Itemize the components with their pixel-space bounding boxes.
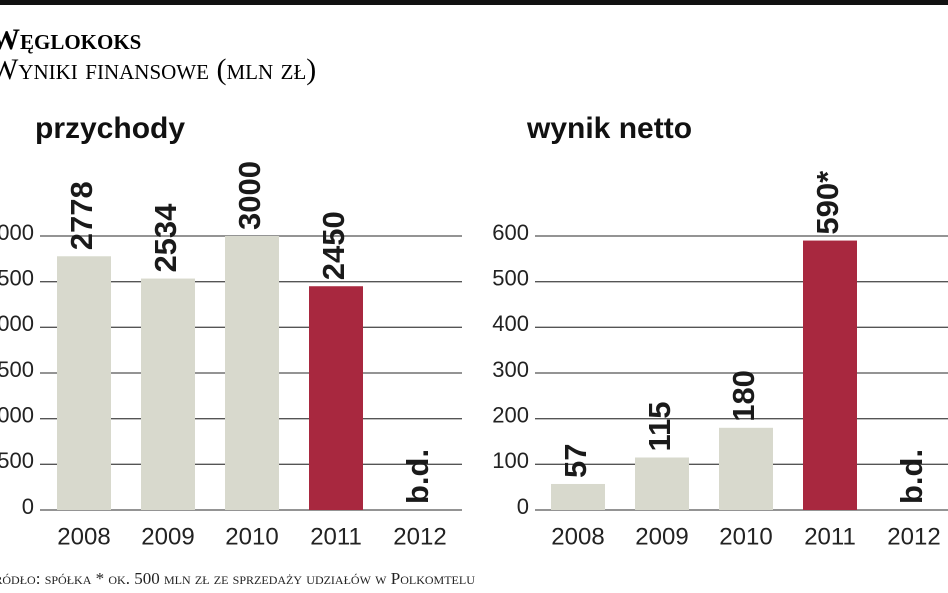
bar	[309, 286, 363, 510]
top-rule	[0, 0, 948, 5]
y-tick-label: 200	[492, 402, 529, 427]
bar	[635, 457, 689, 510]
bar	[141, 278, 195, 510]
data-label: 2450	[316, 211, 351, 280]
x-tick-label: 2011	[804, 523, 856, 550]
y-tick-label: 1500	[0, 357, 34, 382]
y-tick-label: 300	[492, 357, 529, 382]
data-label: b.d.	[894, 449, 929, 504]
data-label: 57	[558, 443, 593, 477]
y-tick-label: 0	[22, 494, 34, 519]
panel-title: wynik netto	[526, 112, 692, 145]
data-label: 115	[642, 401, 677, 451]
data-label: b.d.	[400, 449, 435, 504]
x-tick-label: 2008	[57, 523, 110, 550]
data-label: 590*	[810, 170, 845, 235]
x-tick-label: 2009	[141, 523, 194, 550]
data-label: 180	[726, 370, 761, 422]
y-tick-label: 3000	[0, 220, 34, 245]
y-tick-label: 1000	[0, 402, 34, 427]
data-label: 2778	[64, 181, 99, 250]
y-tick-label: 500	[492, 265, 529, 290]
x-tick-label: 2009	[635, 523, 688, 550]
y-tick-label: 500	[0, 448, 34, 473]
y-tick-label: 2500	[0, 265, 34, 290]
bar	[803, 240, 857, 511]
x-tick-label: 2008	[551, 523, 604, 550]
title: Węglokoks	[0, 23, 141, 56]
bar	[719, 427, 773, 510]
bar	[57, 256, 111, 510]
y-tick-label: 600	[492, 220, 529, 245]
x-tick-label: 2012	[887, 523, 940, 550]
y-tick-label: 0	[517, 494, 529, 519]
bar	[551, 483, 605, 510]
y-tick-label: 400	[492, 311, 529, 336]
x-tick-label: 2011	[310, 523, 362, 550]
subtitle: Wyniki finansowe (mln zł)	[0, 53, 316, 86]
data-label: 3000	[232, 161, 267, 230]
x-tick-label: 2010	[225, 523, 278, 550]
bar	[225, 236, 279, 510]
footnote: Źródło: spółka * ok. 500 mln zł ze sprze…	[0, 569, 475, 588]
data-label: 2534	[148, 203, 183, 273]
x-tick-label: 2012	[393, 523, 446, 550]
y-tick-label: 2000	[0, 311, 34, 336]
panel-title: przychody	[35, 112, 185, 145]
x-tick-label: 2010	[719, 523, 772, 550]
y-tick-label: 100	[492, 448, 529, 473]
